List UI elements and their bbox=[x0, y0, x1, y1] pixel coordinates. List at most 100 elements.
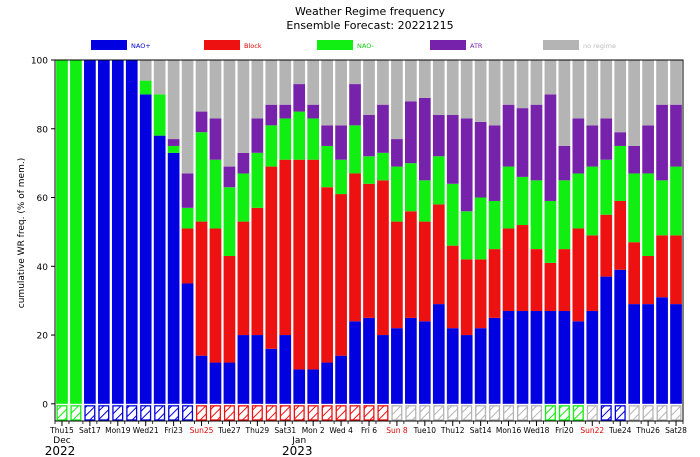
dominant-regime-marker-day-39 bbox=[600, 405, 612, 421]
bar-block-day-11 bbox=[209, 228, 222, 363]
bar-nao-plus-day-31 bbox=[488, 317, 501, 404]
bar-nao-minus-day-16 bbox=[279, 118, 292, 160]
bar-no-regime-day-7 bbox=[153, 60, 166, 95]
bar-nao-plus-day-14 bbox=[251, 335, 264, 404]
bar-nao-plus-day-12 bbox=[223, 362, 236, 404]
dominant-regime-marker-day-11 bbox=[209, 405, 222, 421]
dominant-regime-marker-day-38 bbox=[586, 405, 598, 421]
dominant-regime-hatch bbox=[503, 405, 515, 421]
bar-block-day-38 bbox=[586, 235, 599, 311]
dominant-regime-hatch bbox=[586, 405, 598, 421]
dominant-regime-marker-day-33 bbox=[517, 405, 529, 421]
bar-nao-minus-day-25 bbox=[405, 163, 417, 212]
x-tick-label: Mon19 bbox=[105, 426, 131, 435]
dominant-regime-marker-day-1 bbox=[70, 405, 82, 421]
dominant-regime-marker-day-44 bbox=[670, 405, 682, 421]
bar-no-regime-day-17 bbox=[293, 60, 306, 85]
dominant-regime-marker-day-24 bbox=[391, 405, 403, 421]
bar-nao-minus-day-40 bbox=[614, 145, 627, 201]
legend-entry-block: Block bbox=[204, 40, 262, 50]
dominant-regime-hatch bbox=[461, 405, 473, 421]
dominant-regime-marker-day-15 bbox=[265, 405, 277, 421]
dominant-regime-hatch bbox=[182, 405, 194, 421]
x-tick-label: Sun 8 bbox=[386, 426, 408, 435]
year-label: 2023 bbox=[282, 444, 313, 457]
bar-block-day-30 bbox=[474, 259, 487, 329]
bar-nao-plus-day-10 bbox=[195, 355, 208, 404]
bar-nao-plus-day-43 bbox=[656, 297, 668, 404]
bar-nao-plus-day-24 bbox=[391, 328, 403, 404]
bar-nao-minus-day-39 bbox=[600, 159, 613, 215]
bar-no-regime-day-27 bbox=[432, 60, 445, 116]
y-tick-label: 0 bbox=[42, 400, 48, 410]
bar-nao-plus-day-9 bbox=[181, 283, 194, 404]
dominant-regime-marker-day-8 bbox=[168, 405, 180, 421]
dominant-regime-marker-day-23 bbox=[377, 405, 389, 421]
bar-nao-minus-day-34 bbox=[530, 180, 543, 250]
bar-no-regime-day-8 bbox=[167, 60, 180, 140]
legend-label: NAO+ bbox=[131, 42, 151, 50]
x-tick-label: Sat14 bbox=[470, 426, 492, 435]
bar-block-day-43 bbox=[656, 235, 668, 298]
bar-nao-minus-day-7 bbox=[153, 94, 166, 136]
dominant-regime-hatch bbox=[433, 405, 445, 421]
bar-nao-plus-day-3 bbox=[97, 60, 110, 404]
bar-atr-day-24 bbox=[391, 139, 403, 167]
x-tick-label: Thu12 bbox=[440, 426, 465, 435]
x-tick-label: Thu29 bbox=[245, 426, 270, 435]
bar-atr-day-25 bbox=[405, 101, 417, 164]
bar-no-regime-day-39 bbox=[600, 60, 613, 119]
bar-nao-minus-day-17 bbox=[293, 111, 306, 160]
dominant-regime-marker-day-37 bbox=[572, 405, 584, 421]
bar-nao-minus-day-1 bbox=[70, 60, 82, 404]
bar-nao-minus-day-26 bbox=[418, 180, 431, 222]
x-tick-label: Thu26 bbox=[635, 426, 660, 435]
bar-atr-day-38 bbox=[586, 125, 599, 167]
bar-atr-day-28 bbox=[446, 115, 459, 184]
dominant-regime-hatch bbox=[670, 405, 682, 421]
bar-block-day-36 bbox=[558, 249, 571, 311]
dominant-regime-hatch bbox=[265, 405, 277, 421]
dominant-regime-hatch bbox=[349, 405, 361, 421]
bar-atr-day-40 bbox=[614, 132, 627, 146]
bar-nao-minus-day-9 bbox=[181, 207, 194, 229]
bar-block-day-33 bbox=[516, 225, 529, 311]
dominant-regime-hatch bbox=[572, 405, 584, 421]
bar-no-regime-day-29 bbox=[460, 60, 473, 119]
bar-nao-minus-day-20 bbox=[335, 159, 347, 195]
dominant-regime-marker-day-32 bbox=[503, 405, 515, 421]
dominant-regime-hatch bbox=[112, 405, 124, 421]
bar-nao-plus-day-44 bbox=[670, 304, 682, 404]
bar-nao-plus-day-17 bbox=[293, 369, 306, 404]
dominant-regime-marker-day-40 bbox=[614, 405, 626, 421]
x-tick-label: Mon 2 bbox=[302, 426, 325, 435]
bar-nao-plus-day-2 bbox=[84, 60, 96, 404]
dominant-regime-hatch bbox=[656, 405, 668, 421]
bar-no-regime-day-25 bbox=[405, 60, 417, 102]
bar-block-day-9 bbox=[181, 228, 194, 284]
bar-atr-day-11 bbox=[209, 118, 222, 160]
bar-block-day-13 bbox=[237, 221, 250, 336]
bar-nao-plus-day-7 bbox=[153, 135, 166, 404]
bar-atr-day-42 bbox=[642, 125, 654, 174]
bar-nao-minus-day-22 bbox=[363, 156, 375, 184]
bar-atr-day-15 bbox=[265, 104, 278, 126]
dominant-regime-marker-day-26 bbox=[419, 405, 431, 421]
bar-no-regime-day-22 bbox=[363, 60, 375, 116]
dominant-regime-hatch bbox=[251, 405, 263, 421]
bar-no-regime-day-40 bbox=[614, 60, 627, 133]
x-tick-label: Sat28 bbox=[665, 426, 687, 435]
bar-nao-plus-day-30 bbox=[474, 328, 487, 404]
bar-nao-plus-day-29 bbox=[460, 335, 473, 404]
dominant-regime-hatch bbox=[600, 405, 612, 421]
x-tick-label: Sun22 bbox=[580, 426, 604, 435]
bar-nao-minus-day-43 bbox=[656, 180, 668, 236]
dominant-regime-hatch bbox=[84, 405, 96, 421]
dominant-regime-hatch bbox=[209, 405, 222, 421]
bar-block-day-34 bbox=[530, 249, 543, 311]
bar-atr-day-29 bbox=[460, 118, 473, 212]
dominant-regime-marker-day-27 bbox=[433, 405, 445, 421]
bar-block-day-17 bbox=[293, 159, 306, 370]
bar-no-regime-day-44 bbox=[670, 60, 682, 105]
bar-atr-day-16 bbox=[279, 104, 292, 119]
